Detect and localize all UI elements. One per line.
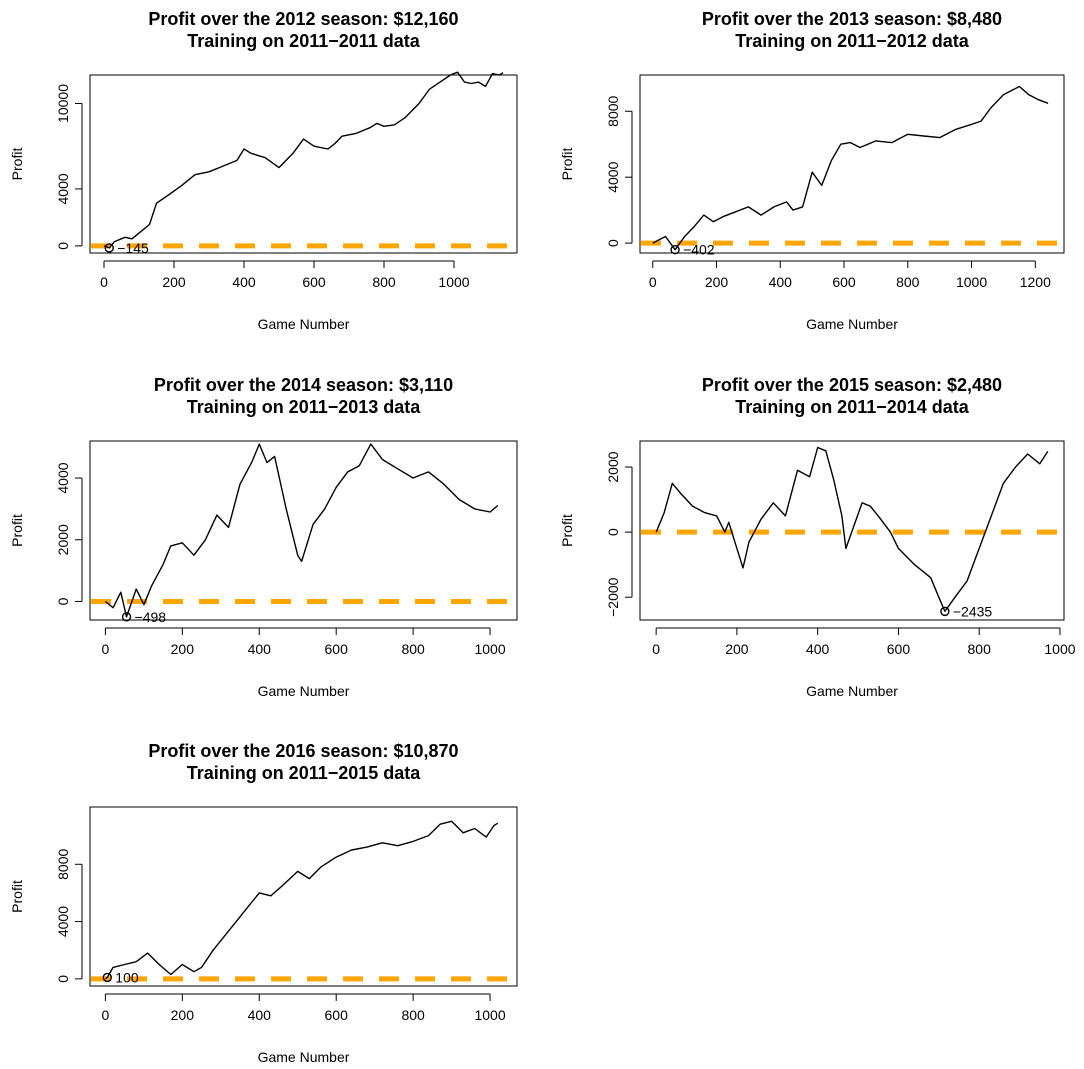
min-point-label: −402 [683,242,715,258]
min-point-marker [670,245,680,255]
chart-subtitle: Training on 2011−2011 data [187,31,421,51]
chart-panel-5: Profit over the 2016 season: $10,870Trai… [9,741,518,1065]
x-axis-title: Game Number [806,316,898,332]
x-tick-label: 600 [325,641,349,657]
y-tick-label: 0 [55,597,71,605]
chart-title: Profit over the 2014 season: $3,110 [154,375,453,395]
x-tick-label: 800 [401,641,425,657]
min-point-label: −498 [135,609,167,625]
chart-panel-4: Profit over the 2015 season: $2,480Train… [559,375,1076,699]
profit-line-1 [104,443,499,618]
x-tick-label: 800 [372,274,396,290]
chart-panel-2: Profit over the 2013 season: $8,480Train… [559,9,1065,332]
y-tick-label: 4000 [55,906,71,937]
plot-frame [89,440,518,621]
chart-subtitle: Training on 2011−2015 data [187,763,422,783]
y-tick-label: 4000 [55,462,71,493]
chart-title: Profit over the 2015 season: $2,480 [702,375,1002,395]
x-tick-label: 0 [100,274,108,290]
x-tick-label: 400 [769,274,793,290]
y-tick-label: 8000 [605,95,621,126]
x-tick-label: 600 [302,274,326,290]
y-tick-label: 0 [605,528,621,536]
chart-panel-3: Profit over the 2014 season: $3,110Train… [9,375,518,699]
min-point-label: 100 [115,969,139,985]
x-tick-label: 400 [248,641,272,657]
plot-frame [639,74,1065,254]
x-tick-label: 600 [325,1007,349,1023]
x-tick-label: 200 [725,641,749,657]
x-tick-label: 200 [705,274,729,290]
chart-title: Profit over the 2016 season: $10,870 [148,741,458,761]
chart-panel-1: Profit over the 2012 season: $12,160Trai… [9,9,518,332]
y-axis-title: Profit [559,514,575,547]
min-point-label: −2435 [953,603,993,619]
x-axis-title: Game Number [258,683,350,699]
x-tick-label: 0 [649,274,657,290]
profit-line-1 [652,85,1049,251]
y-axis-title: Profit [9,880,25,913]
plot-frame [639,440,1065,621]
x-tick-label: 1000 [1044,641,1075,657]
chart-title: Profit over the 2012 season: $12,160 [148,9,458,29]
min-point-marker [940,606,950,617]
chart-subtitle: Training on 2011−2012 data [735,31,970,51]
chart-subtitle: Training on 2011−2014 data [735,397,970,417]
x-tick-label: 200 [171,1007,195,1023]
x-tick-label: 1000 [474,1007,505,1023]
y-tick-label: 8000 [55,848,71,879]
y-tick-label: 2000 [55,524,71,555]
x-tick-label: 200 [171,641,195,657]
y-tick-label: 0 [55,975,71,983]
x-tick-label: 400 [806,641,830,657]
x-tick-label: 400 [248,1007,272,1023]
plot-frame [89,74,518,254]
x-tick-label: 0 [652,641,660,657]
x-tick-label: 800 [401,1007,425,1023]
y-axis-title: Profit [559,148,575,181]
plot-frame [89,806,518,987]
x-tick-label: 600 [832,274,856,290]
profit-line-1 [655,446,1049,613]
x-axis-title: Game Number [806,683,898,699]
x-tick-label: 1000 [474,641,505,657]
min-point-marker [104,243,114,253]
x-axis-title: Game Number [258,1049,350,1065]
y-tick-label: 0 [605,239,621,247]
profit-line-1 [103,71,504,249]
y-tick-label: −2000 [605,577,621,617]
y-axis-title: Profit [9,514,25,547]
profit-line-1 [104,820,499,980]
x-axis-title: Game Number [258,316,350,332]
x-tick-label: 1000 [438,274,469,290]
x-tick-label: 1200 [1020,274,1051,290]
y-axis-title: Profit [9,148,25,181]
chart-title: Profit over the 2013 season: $8,480 [702,9,1002,29]
x-tick-label: 1000 [956,274,987,290]
min-point-marker [121,612,132,622]
x-tick-label: 0 [101,641,109,657]
min-point-label: −145 [117,240,149,256]
x-tick-label: 800 [896,274,920,290]
chart-subtitle: Training on 2011−2013 data [187,397,422,417]
x-tick-label: 0 [101,1007,109,1023]
x-tick-label: 400 [232,274,256,290]
y-tick-label: 10000 [55,84,71,123]
y-tick-label: 0 [55,242,71,250]
min-point-marker [102,972,113,983]
y-tick-label: 4000 [605,161,621,192]
x-tick-label: 800 [968,641,992,657]
y-tick-label: 2000 [605,451,621,482]
x-tick-label: 200 [162,274,186,290]
y-tick-label: 4000 [55,173,71,204]
x-tick-label: 600 [887,641,911,657]
